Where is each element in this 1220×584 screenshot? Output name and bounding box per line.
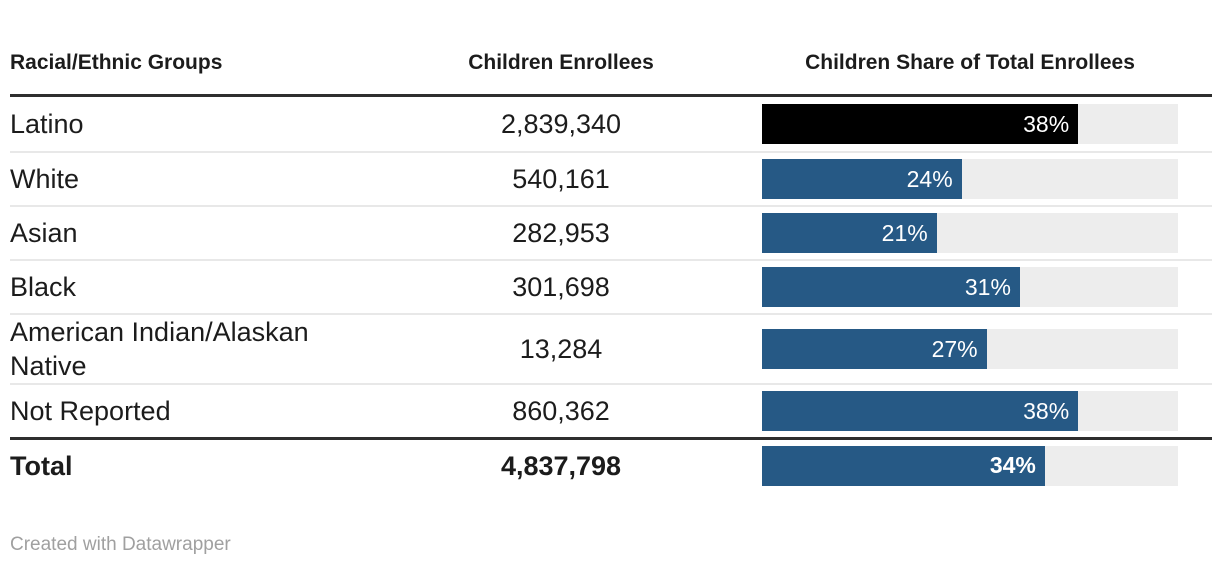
- enrollees-cell: 540,161: [512, 164, 610, 194]
- share-bar-fill: 38%: [762, 104, 1079, 144]
- share-bar-label: 31%: [964, 273, 1011, 300]
- share-cell: 34%: [762, 445, 1178, 486]
- share-bar-fill: 34%: [762, 445, 1045, 486]
- share-bar-track: 31%: [762, 267, 1178, 307]
- credit-line: Created with Datawrapper: [10, 534, 231, 555]
- table-row: Total 4,837,798 34%: [10, 437, 1212, 491]
- enrollees-cell: 282,953: [512, 218, 610, 248]
- share-bar-label: 38%: [1023, 110, 1070, 137]
- share-bar-fill: 24%: [762, 159, 962, 199]
- share-cell: 27%: [762, 329, 1178, 369]
- group-cell: Black: [10, 272, 77, 302]
- share-cell: 24%: [762, 159, 1178, 199]
- share-bar-track: 27%: [762, 329, 1178, 369]
- col-header-children-enrollees: Children Enrollees: [468, 51, 654, 74]
- table-row: Asian 282,953 21%: [10, 205, 1212, 259]
- table-row: Latino 2,839,340 38%: [10, 97, 1212, 151]
- enrollees-cell: 301,698: [512, 272, 610, 302]
- enrollees-cell: 2,839,340: [500, 109, 622, 139]
- table-row: American Indian/Alaskan Native 13,284 27…: [10, 313, 1212, 383]
- share-bar-label: 38%: [1023, 397, 1070, 424]
- share-bar-track: 24%: [762, 159, 1178, 199]
- group-cell: Total: [10, 450, 73, 481]
- share-bar-label: 21%: [881, 219, 928, 246]
- table-header-row: Racial/Ethnic Groups Children Enrollees …: [10, 40, 1212, 97]
- share-bar-label: 27%: [931, 335, 978, 362]
- group-cell: White: [10, 164, 80, 194]
- group-cell: Not Reported: [10, 396, 171, 426]
- enrollees-cell: 860,362: [512, 396, 610, 426]
- share-cell: 38%: [762, 391, 1178, 431]
- enrollees-cell: 13,284: [519, 334, 603, 364]
- share-bar-fill: 27%: [762, 329, 987, 369]
- share-bar-label: 24%: [906, 165, 953, 192]
- group-cell: Latino: [10, 109, 84, 139]
- share-cell: 38%: [762, 104, 1178, 144]
- table-row: Black 301,698 31%: [10, 259, 1212, 313]
- share-bar-fill: 38%: [762, 391, 1079, 431]
- col-header-children-share: Children Share of Total Enrollees: [805, 51, 1135, 74]
- share-cell: 21%: [762, 213, 1178, 253]
- share-bar-fill: 31%: [762, 267, 1020, 307]
- table-row: White 540,161 24%: [10, 151, 1212, 205]
- share-bar-track: 34%: [762, 445, 1178, 486]
- col-header-racial-ethnic-groups: Racial/Ethnic Groups: [10, 51, 223, 74]
- table-row: Not Reported 860,362 38%: [10, 383, 1212, 437]
- enrollees-cell: 4,837,798: [500, 450, 622, 481]
- share-bar-fill: 21%: [762, 213, 937, 253]
- share-bar-track: 38%: [762, 104, 1178, 144]
- table-body: Latino 2,839,340 38% White 540,161 24% A…: [10, 97, 1212, 491]
- group-cell: Asian: [10, 218, 78, 248]
- share-bar-track: 38%: [762, 391, 1178, 431]
- share-cell: 31%: [762, 267, 1178, 307]
- share-bar-label: 34%: [989, 452, 1036, 478]
- share-bar-track: 21%: [762, 213, 1178, 253]
- group-cell: American Indian/Alaskan Native: [10, 317, 309, 381]
